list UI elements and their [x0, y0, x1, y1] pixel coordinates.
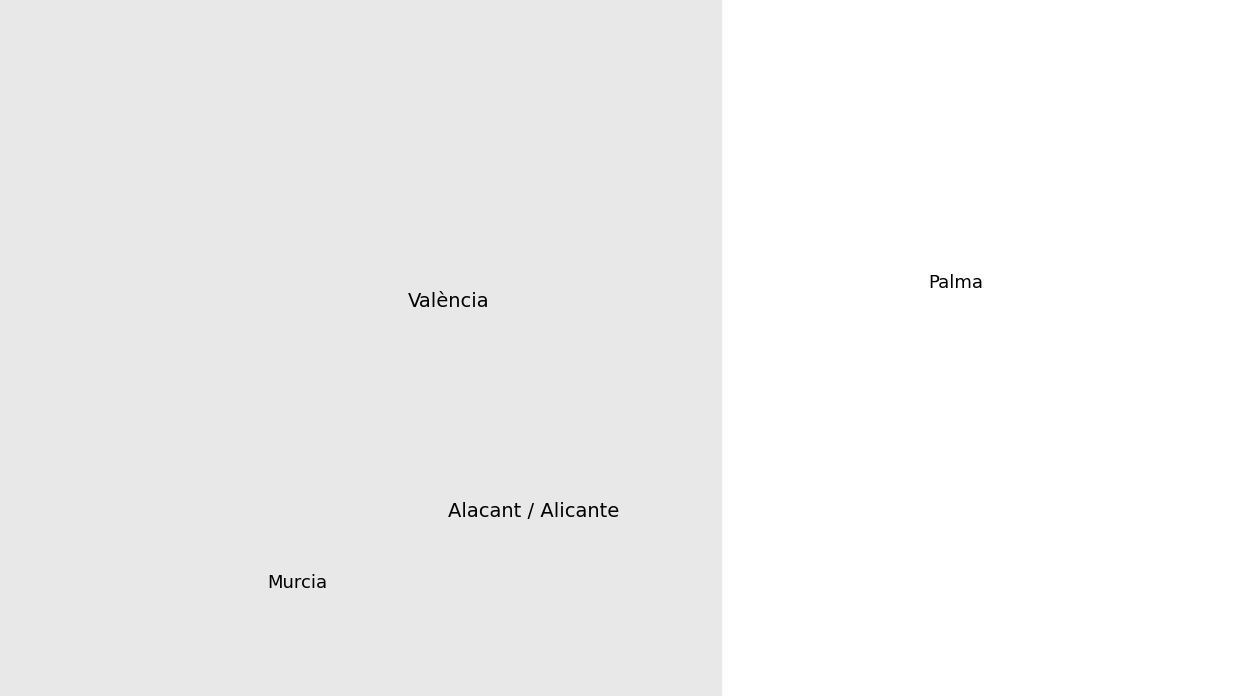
Text: Palma: Palma: [929, 274, 983, 292]
Text: Murcia: Murcia: [267, 574, 327, 592]
Text: Alacant / Alicante: Alacant / Alicante: [448, 503, 619, 521]
Text: València: València: [408, 292, 489, 310]
Polygon shape: [0, 0, 720, 696]
